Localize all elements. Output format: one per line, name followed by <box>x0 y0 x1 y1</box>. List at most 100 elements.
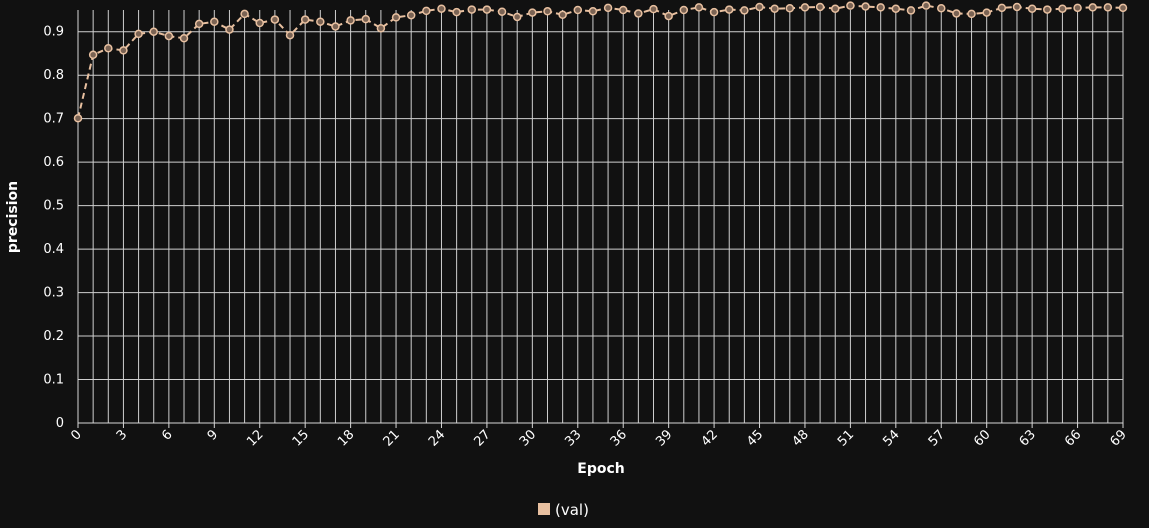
data-point[interactable] <box>543 7 552 16</box>
legend-swatch <box>538 503 550 515</box>
data-point[interactable] <box>679 5 689 15</box>
data-point[interactable] <box>1058 4 1067 13</box>
data-point[interactable] <box>876 3 885 12</box>
data-point[interactable] <box>346 16 355 25</box>
data-point[interactable] <box>179 34 189 43</box>
y-tick-label: 0.3 <box>43 286 64 301</box>
data-point[interactable] <box>528 8 537 17</box>
grid <box>77 10 1124 424</box>
x-tick-label: 51 <box>835 427 857 449</box>
data-point[interactable] <box>891 4 901 13</box>
data-point[interactable] <box>119 46 128 55</box>
data-point[interactable] <box>225 25 234 34</box>
data-point[interactable] <box>482 5 492 14</box>
legend-label: (val) <box>555 501 589 519</box>
x-tick-label: 9 <box>205 427 221 443</box>
x-tick-label: 57 <box>926 427 948 449</box>
data-point[interactable] <box>194 19 204 29</box>
data-point[interactable] <box>588 7 598 16</box>
data-point[interactable] <box>391 13 401 22</box>
data-point[interactable] <box>285 30 295 40</box>
data-point[interactable] <box>921 1 931 10</box>
data-point[interactable] <box>740 6 749 15</box>
data-point[interactable] <box>1118 3 1128 13</box>
data-point[interactable] <box>573 5 583 15</box>
data-point[interactable] <box>709 7 719 17</box>
series-layer <box>73 1 1128 123</box>
data-point[interactable] <box>316 17 325 26</box>
x-tick-label: 60 <box>971 427 993 449</box>
data-point[interactable] <box>88 50 98 60</box>
data-point[interactable] <box>437 4 446 13</box>
data-point[interactable] <box>164 31 174 41</box>
x-tick-label: 63 <box>1017 427 1039 449</box>
data-point[interactable] <box>406 10 416 20</box>
data-point[interactable] <box>240 9 249 19</box>
data-point[interactable] <box>210 17 219 26</box>
data-point[interactable] <box>815 2 825 12</box>
x-tick-label: 30 <box>517 427 539 449</box>
data-point[interactable] <box>497 7 507 16</box>
data-point[interactable] <box>618 5 628 15</box>
data-point[interactable] <box>830 4 840 13</box>
data-point[interactable] <box>785 4 795 13</box>
data-point[interactable] <box>255 18 264 28</box>
data-point[interactable] <box>906 6 916 15</box>
legend[interactable]: (val) <box>538 501 589 519</box>
data-point[interactable] <box>361 14 371 24</box>
data-point[interactable] <box>376 24 386 33</box>
data-point[interactable] <box>149 27 158 36</box>
y-tick-label: 0.8 <box>43 68 64 83</box>
data-point[interactable] <box>664 11 673 21</box>
x-tick-label: 33 <box>562 427 584 449</box>
x-tick-label: 0 <box>68 427 84 443</box>
axes: 00.10.20.30.40.50.60.70.80.90 3 6 9 12 15 18 21… <box>43 10 1130 450</box>
data-point[interactable] <box>1043 5 1052 14</box>
y-tick-label: 0.7 <box>43 112 64 127</box>
data-point[interactable] <box>300 15 310 24</box>
data-point[interactable] <box>331 22 340 31</box>
data-point[interactable] <box>467 5 477 14</box>
y-axis-title: precision <box>5 181 21 253</box>
data-point[interactable] <box>452 7 461 17</box>
x-tick-label: 3 <box>114 427 130 443</box>
data-point[interactable] <box>270 15 280 24</box>
data-point[interactable] <box>104 44 113 53</box>
data-point[interactable] <box>982 8 991 17</box>
data-point[interactable] <box>1088 3 1097 12</box>
data-point[interactable] <box>603 3 613 13</box>
y-tick-label: 0 <box>56 416 64 431</box>
data-point[interactable] <box>846 1 855 10</box>
x-tick-label: 48 <box>789 427 811 449</box>
x-tick-label: 18 <box>335 427 357 449</box>
y-tick-label: 0.9 <box>43 25 64 40</box>
data-point[interactable] <box>1027 4 1037 13</box>
data-point[interactable] <box>1073 3 1082 13</box>
data-point[interactable] <box>937 4 946 13</box>
data-point[interactable] <box>724 5 734 14</box>
data-point[interactable] <box>1012 2 1022 12</box>
data-point[interactable] <box>694 3 704 12</box>
data-point[interactable] <box>952 9 961 18</box>
x-tick-label: 66 <box>1062 427 1084 449</box>
data-point[interactable] <box>1103 3 1113 12</box>
data-point[interactable] <box>422 6 431 16</box>
data-point[interactable] <box>755 2 764 12</box>
data-point[interactable] <box>134 29 143 39</box>
data-point[interactable] <box>967 9 976 19</box>
data-point[interactable] <box>770 4 779 13</box>
data-point[interactable] <box>997 3 1007 13</box>
y-tick-label: 0.5 <box>43 199 64 214</box>
y-tick-label: 0.4 <box>43 242 64 257</box>
data-point[interactable] <box>73 113 83 123</box>
data-point[interactable] <box>558 10 567 20</box>
data-point[interactable] <box>512 12 522 22</box>
x-tick-label: 69 <box>1108 427 1130 449</box>
x-tick-label: 27 <box>471 427 493 449</box>
data-point[interactable] <box>861 2 870 11</box>
x-tick-label: 15 <box>290 427 312 449</box>
data-point[interactable] <box>649 4 658 14</box>
data-point[interactable] <box>634 9 643 18</box>
data-point[interactable] <box>800 3 810 12</box>
